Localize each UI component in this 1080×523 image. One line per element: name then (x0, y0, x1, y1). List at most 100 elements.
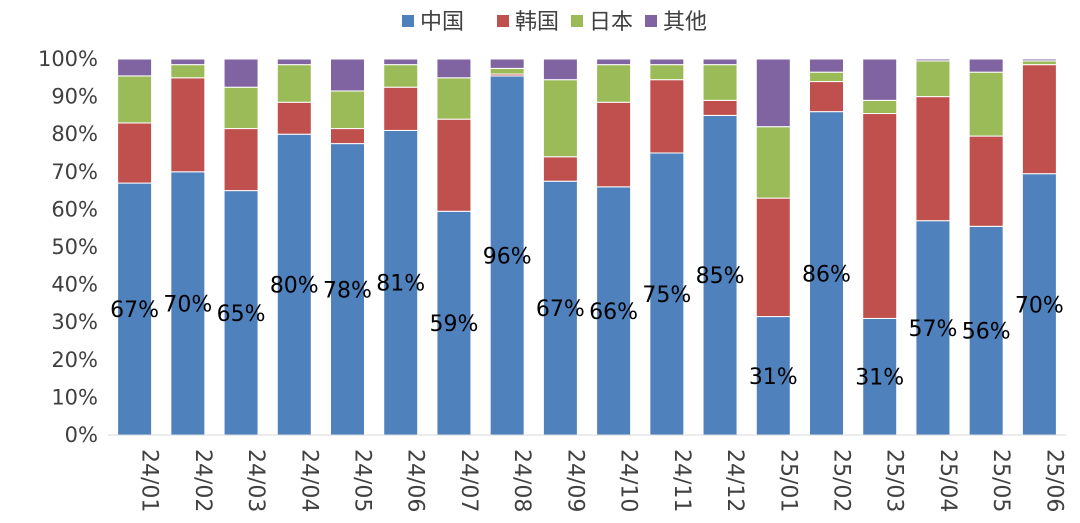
bar-segment (862, 99, 898, 115)
bar-segment (809, 111, 844, 436)
x-tick-label: 24/01 (137, 449, 162, 512)
y-tick-label: 80% (51, 122, 98, 146)
bar-segment (542, 58, 578, 81)
bar-segment (276, 58, 312, 66)
bar-segment (1021, 58, 1057, 62)
bar-segment (1021, 60, 1057, 66)
bar-segment (436, 58, 472, 79)
legend-label: 中国 (420, 10, 464, 35)
bar-stack (489, 58, 525, 436)
legend-swatch (645, 15, 657, 27)
x-tick-label: 25/03 (882, 449, 907, 512)
bar-segment (276, 101, 312, 135)
bar-segment (383, 129, 419, 436)
data-label: 80% (270, 274, 319, 299)
bar-segment (223, 128, 259, 192)
bar-segment (755, 316, 791, 436)
y-tick-label: 30% (51, 310, 98, 334)
bar-segment (117, 75, 153, 124)
bars (117, 58, 1057, 436)
bar-segment (596, 64, 632, 103)
x-tick-label: 24/06 (403, 449, 428, 512)
bar-stack (809, 58, 844, 436)
legend-swatch (497, 15, 509, 27)
bar-segment (1021, 173, 1057, 436)
bar-stack (596, 58, 632, 436)
x-axis: 24/01 24/02 24/03 24/04 24/05 24/06 24/07 24/08… (108, 434, 1066, 512)
bar-segment (170, 77, 206, 173)
x-tick-label: 25/04 (935, 449, 960, 512)
bar-segment (542, 180, 578, 436)
bar-segment (968, 71, 1004, 137)
y-tick-label: 20% (51, 348, 98, 372)
bar-stack (968, 58, 1004, 436)
bar-segment (809, 71, 844, 83)
bar-stack (542, 58, 578, 436)
data-label: 56% (962, 320, 1011, 345)
bar-segment (915, 58, 951, 62)
x-tick-label: 25/05 (988, 449, 1013, 512)
bar-segment (596, 186, 632, 436)
bar-segment (862, 113, 898, 319)
x-tick-label: 24/02 (190, 449, 215, 512)
bar-segment (489, 58, 525, 69)
data-label: 75% (642, 283, 691, 308)
x-tick-label: 24/11 (669, 449, 694, 512)
data-label: 78% (323, 278, 372, 303)
x-tick-label: 24/08 (509, 449, 534, 512)
data-label: 67% (110, 298, 159, 323)
bar-segment (223, 86, 259, 130)
bar-segment (117, 182, 153, 436)
bar-segment (383, 86, 419, 131)
bar-segment (117, 58, 153, 77)
bar-stack (170, 58, 206, 436)
data-label: 31% (855, 366, 904, 391)
x-tick-label: 25/06 (1041, 449, 1066, 512)
x-tick-label: 24/10 (616, 449, 641, 512)
bar-segment (968, 135, 1004, 227)
bar-segment (702, 58, 738, 66)
bar-segment (596, 101, 632, 188)
bar-segment (915, 220, 951, 436)
bar-segment (755, 126, 791, 199)
bar-segment (542, 79, 578, 158)
bar-segment (702, 114, 738, 436)
bar-segment (436, 77, 472, 120)
y-tick-label: 70% (51, 160, 98, 184)
y-tick-label: 90% (51, 85, 98, 109)
data-label: 59% (429, 312, 478, 337)
bar-segment (117, 122, 153, 184)
bar-segment (649, 58, 685, 66)
bar-segment (968, 58, 1004, 73)
bar-stack (276, 58, 312, 436)
bar-segment (862, 317, 898, 436)
bar-segment (596, 58, 632, 66)
bar-segment (330, 90, 365, 130)
data-label: 70% (1015, 293, 1064, 318)
bar-segment (702, 64, 738, 101)
bar-segment (383, 64, 419, 88)
legend-item: 中国 (402, 10, 464, 35)
data-label: 31% (749, 365, 798, 390)
bar-stack (702, 58, 738, 436)
bar-segment (170, 64, 206, 79)
bar-segment (330, 128, 365, 145)
bar-segment (542, 156, 578, 182)
legend-label: 日本 (589, 10, 633, 35)
bar-segment (862, 58, 898, 101)
data-label: 86% (802, 262, 851, 287)
bar-segment (276, 133, 312, 436)
legend-item: 韩国 (497, 10, 559, 35)
legend: 中国 韩国 日本 其他 (402, 10, 707, 35)
bar-stack (649, 58, 685, 436)
y-tick-label: 10% (51, 385, 98, 409)
bar-segment (755, 197, 791, 318)
bar-segment (489, 67, 525, 75)
bar-segment (330, 58, 365, 92)
bar-segment (649, 79, 685, 154)
bar-segment (755, 58, 791, 128)
data-label: 70% (163, 292, 212, 317)
bar-segment (436, 118, 472, 212)
bar-segment (276, 64, 312, 103)
bar-segment (170, 58, 206, 66)
